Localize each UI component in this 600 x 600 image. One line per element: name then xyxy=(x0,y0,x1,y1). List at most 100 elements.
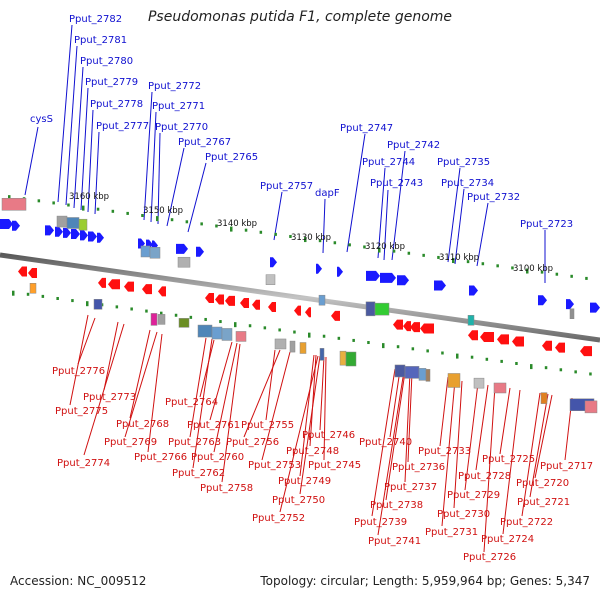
reverse-gene-arrow xyxy=(28,268,37,278)
gene-label[interactable]: Pput_2764 xyxy=(165,397,218,408)
genome-map-viewer: Pseudomonas putida F1, complete genome 3… xyxy=(0,0,600,600)
tick-mark xyxy=(422,254,425,257)
gene-label[interactable]: Pput_2722 xyxy=(500,517,553,528)
tick-mark xyxy=(486,358,489,361)
feature-box xyxy=(375,303,389,315)
forward-gene-arrow xyxy=(45,225,54,235)
gene-label[interactable]: Pput_2778 xyxy=(90,99,143,110)
gene-label[interactable]: Pput_2733 xyxy=(418,446,471,457)
gene-label[interactable]: Pput_2729 xyxy=(447,490,500,501)
gene-label[interactable]: Pput_2771 xyxy=(152,101,205,112)
gene-label[interactable]: Pput_2745 xyxy=(308,460,361,471)
gene-label[interactable]: Pput_2767 xyxy=(178,137,231,148)
gene-label[interactable]: Pput_2752 xyxy=(252,513,305,524)
gene-label[interactable]: Pput_2756 xyxy=(226,437,279,448)
gene-label[interactable]: Pput_2755 xyxy=(241,420,294,431)
scale-label: 3130 kbp xyxy=(291,233,331,243)
gene-label[interactable]: Pput_2765 xyxy=(205,152,258,163)
forward-gene-arrow xyxy=(434,280,446,290)
gene-label[interactable]: Pput_2761 xyxy=(187,420,240,431)
tick-mark xyxy=(278,328,281,331)
gene-label[interactable]: Pput_2766 xyxy=(134,452,187,463)
gene-label[interactable]: Pput_2717 xyxy=(540,461,593,472)
gene-label[interactable]: Pput_2721 xyxy=(517,497,570,508)
leader-line xyxy=(130,330,150,418)
gene-label[interactable]: Pput_2780 xyxy=(80,56,133,67)
gene-label[interactable]: Pput_2776 xyxy=(52,366,105,377)
forward-gene-arrow xyxy=(469,285,478,295)
tick-mark xyxy=(382,343,385,348)
reverse-gene-arrow xyxy=(403,321,411,331)
gene-label[interactable]: Pput_2775 xyxy=(55,406,108,417)
gene-label[interactable]: Pput_2736 xyxy=(392,462,445,473)
leader-line xyxy=(148,334,162,452)
forward-gene-arrow xyxy=(366,271,380,281)
gene-label[interactable]: Pput_2747 xyxy=(340,123,393,134)
gene-label[interactable]: Pput_2734 xyxy=(441,178,494,189)
tick-mark xyxy=(515,362,518,365)
gene-label[interactable]: Pput_2746 xyxy=(302,430,355,441)
gene-label[interactable]: Pput_2725 xyxy=(482,454,535,465)
gene-label[interactable]: Pput_2748 xyxy=(286,446,339,457)
feature-box xyxy=(30,283,36,293)
gene-label[interactable]: cysS xyxy=(30,114,53,125)
reverse-gene-labels: Pput_2776 Pput_2773 Pput_2775 Pput_2774 … xyxy=(52,366,593,563)
gene-label[interactable]: Pput_2782 xyxy=(69,14,122,25)
gene-label[interactable]: Pput_2758 xyxy=(200,483,253,494)
feature-box xyxy=(57,216,67,227)
gene-label[interactable]: Pput_2772 xyxy=(148,81,201,92)
gene-label[interactable]: Pput_2728 xyxy=(458,471,511,482)
gene-label[interactable]: Pput_2732 xyxy=(467,192,520,203)
scale-label: 3140 kbp xyxy=(217,219,257,229)
gene-label[interactable]: Pput_2773 xyxy=(83,392,136,403)
gene-label[interactable]: Pput_2726 xyxy=(463,552,516,563)
gene-label[interactable]: Pput_2777 xyxy=(96,121,149,132)
tick-mark xyxy=(38,199,41,202)
gene-label[interactable]: Pput_2738 xyxy=(370,500,423,511)
gene-label[interactable]: Pput_2774 xyxy=(57,458,110,469)
tick-mark xyxy=(274,233,277,236)
feature-box xyxy=(2,198,26,210)
gene-label[interactable]: Pput_2723 xyxy=(520,219,573,230)
feature-box xyxy=(319,295,325,305)
gene-label[interactable]: Pput_2769 xyxy=(104,437,157,448)
feature-box xyxy=(222,328,232,340)
gene-label[interactable]: Pput_2742 xyxy=(387,140,440,151)
gene-label[interactable]: Pput_2730 xyxy=(437,509,490,520)
tick-mark xyxy=(293,331,296,334)
feature-box xyxy=(405,366,419,378)
reverse-gene-arrow xyxy=(142,284,152,294)
reverse-gene-arrow xyxy=(240,298,249,308)
feature-box xyxy=(570,309,574,319)
reverse-gene-arrow xyxy=(215,294,224,304)
gene-label[interactable]: Pput_2743 xyxy=(370,178,423,189)
gene-label[interactable]: Pput_2749 xyxy=(278,476,331,487)
gene-label[interactable]: Pput_2770 xyxy=(155,122,208,133)
gene-label[interactable]: Pput_2757 xyxy=(260,181,313,192)
gene-label[interactable]: Pput_2744 xyxy=(362,157,415,168)
gene-label[interactable]: dapF xyxy=(315,188,340,199)
reverse-gene-arrow xyxy=(305,307,311,317)
gene-label[interactable]: Pput_2731 xyxy=(425,527,478,538)
gene-label[interactable]: Pput_2768 xyxy=(116,419,169,430)
gene-label[interactable]: Pput_2735 xyxy=(437,157,490,168)
tick-mark xyxy=(200,222,203,225)
gene-label[interactable]: Pput_2762 xyxy=(172,468,225,479)
gene-label[interactable]: Pput_2750 xyxy=(272,495,325,506)
gene-label[interactable]: Pput_2737 xyxy=(384,482,437,493)
gene-label[interactable]: Pput_2720 xyxy=(516,478,569,489)
gene-label[interactable]: Pput_2740 xyxy=(359,437,412,448)
feature-box xyxy=(290,341,295,352)
gene-label[interactable]: Pput_2724 xyxy=(481,534,534,545)
gene-label[interactable]: Pput_2739 xyxy=(354,517,407,528)
gene-label[interactable]: Pput_2763 xyxy=(168,437,221,448)
gene-label[interactable]: Pput_2760 xyxy=(191,452,244,463)
gene-label[interactable]: Pput_2781 xyxy=(74,35,127,46)
gene-label[interactable]: Pput_2779 xyxy=(85,77,138,88)
reverse-gene-arrow xyxy=(225,296,235,306)
feature-boxes xyxy=(2,198,597,413)
gene-label[interactable]: Pput_2741 xyxy=(368,536,421,547)
leader-line xyxy=(104,322,118,390)
gene-label[interactable]: Pput_2753 xyxy=(248,460,301,471)
forward-gene-arrow xyxy=(63,228,71,238)
